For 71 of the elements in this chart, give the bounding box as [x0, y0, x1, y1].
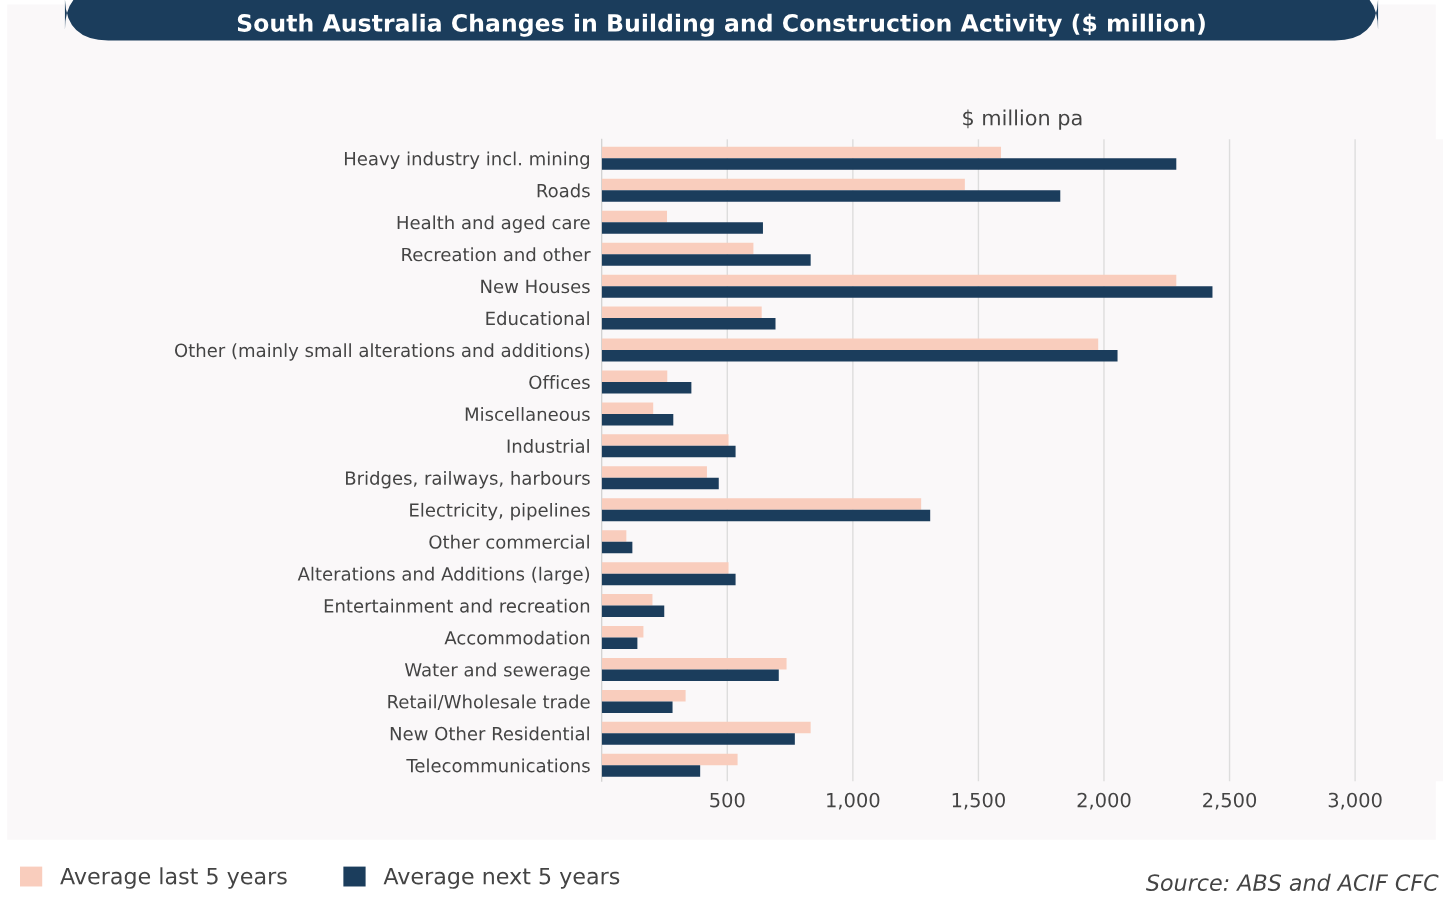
- bar: [601, 274, 1177, 287]
- bar: [601, 509, 931, 522]
- bar: [601, 753, 738, 766]
- bar: [601, 190, 1061, 202]
- bar: [601, 765, 701, 777]
- x-tick-label: 1,500: [952, 792, 1005, 810]
- bar: [601, 605, 665, 618]
- bar: [601, 210, 668, 223]
- y-tick-label: Water and sewerage: [404, 662, 590, 681]
- y-tick-label: Industrial: [507, 438, 589, 453]
- x-tick-label: 500: [710, 792, 745, 808]
- y-tick-label: Alterations and Additions (large): [297, 566, 590, 585]
- bar: [601, 254, 811, 266]
- bar: [601, 594, 653, 606]
- x-tick-label: 3,000: [1328, 792, 1382, 810]
- bar: [601, 530, 627, 542]
- bar: [601, 721, 811, 734]
- bar: [601, 689, 686, 702]
- y-tick-label: Offices: [529, 375, 590, 390]
- bar: [601, 445, 736, 458]
- bar: [601, 733, 795, 745]
- bar: [601, 413, 674, 426]
- y-tick-label: Accommodation: [444, 630, 590, 645]
- bar: [601, 573, 736, 586]
- y-tick-label: Electricity, pipelines: [410, 502, 590, 521]
- bar: [601, 637, 638, 650]
- bar: [601, 286, 1213, 298]
- bar: [601, 402, 654, 414]
- bar: [601, 350, 1118, 362]
- legend-label: Average next 5 years: [383, 867, 620, 889]
- bar: [601, 158, 1177, 170]
- chart-title: South Australia Changes in Building and Construction Activity ($ million): [237, 13, 1205, 37]
- bar: [601, 541, 633, 554]
- bar: [601, 338, 1099, 351]
- y-tick-label: Retail/Wholesale trade: [388, 694, 590, 710]
- y-tick-label: Entertainment and recreation: [324, 598, 590, 613]
- bar: [601, 242, 754, 255]
- bar: [601, 701, 673, 713]
- bar: [601, 657, 787, 670]
- bar: [601, 370, 668, 382]
- x-tick-label: 2,500: [1203, 792, 1257, 810]
- y-tick-label: Telecommunications: [406, 758, 590, 773]
- bar: [601, 306, 762, 319]
- bar: [601, 626, 644, 638]
- y-tick-label: Heavy industry incl. mining: [344, 151, 589, 169]
- y-tick-label: Bridges, railways, harbours: [346, 470, 590, 489]
- bar: [601, 318, 776, 330]
- bar: [601, 434, 729, 446]
- x-axis-title: $ million pa: [963, 109, 1082, 130]
- bar: [601, 178, 965, 191]
- x-tick-label: 2,000: [1077, 792, 1131, 810]
- y-tick-label: Health and aged care: [397, 215, 590, 233]
- y-tick-label: New Other Residential: [390, 726, 589, 741]
- bar: [601, 146, 1002, 159]
- bar: [601, 222, 763, 234]
- y-tick-label: Other (mainly small alterations and additions): [174, 343, 590, 361]
- bar: [601, 498, 922, 510]
- legend-label: Average last 5 years: [60, 867, 287, 889]
- bar: [601, 562, 729, 574]
- source-note: Source: ABS and ACIF CFC: [1146, 873, 1439, 891]
- y-tick-label: Roads: [537, 183, 590, 198]
- y-tick-label: Educational: [486, 311, 589, 326]
- y-tick-label: Recreation and other: [402, 247, 591, 262]
- x-tick-label: 1,000: [827, 792, 880, 810]
- bar: [601, 669, 779, 681]
- y-tick-label: Miscellaneous: [465, 407, 590, 422]
- bar: [601, 466, 707, 478]
- y-tick-label: Other commercial: [429, 534, 589, 549]
- bar: [601, 381, 692, 394]
- bar: [601, 477, 719, 490]
- y-tick-label: New Houses: [481, 279, 590, 294]
